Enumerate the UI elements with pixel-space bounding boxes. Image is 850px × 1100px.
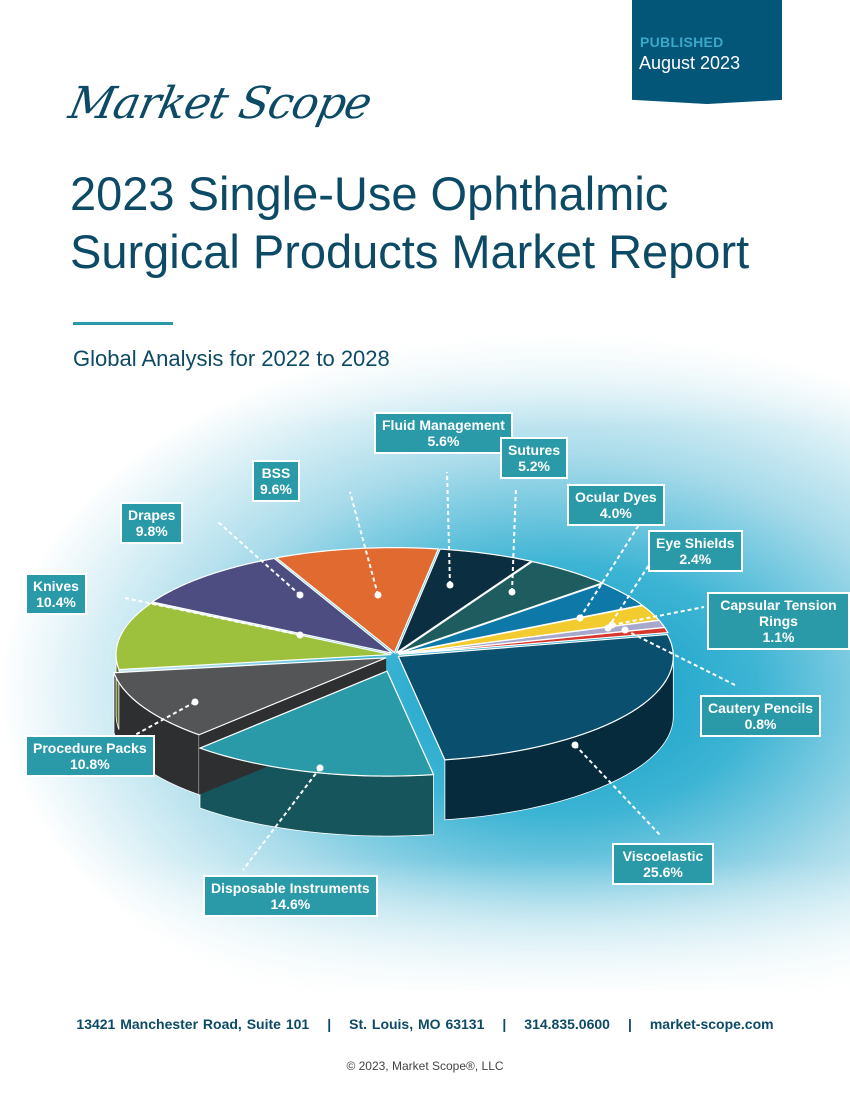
pie-slice-procedure-packs bbox=[113, 657, 387, 736]
leader-dot bbox=[446, 581, 454, 589]
slice-label-value: 25.6% bbox=[643, 864, 683, 880]
leader-line bbox=[124, 597, 301, 636]
published-ribbon bbox=[632, 0, 782, 104]
published-date: August 2023 bbox=[639, 53, 741, 73]
slice-label-name: Cautery Pencils bbox=[708, 700, 814, 716]
slice-label: Viscoelastic 25.6% bbox=[612, 843, 714, 885]
slice-label-name: Viscoelastic bbox=[622, 848, 704, 864]
slice-label-value: 9.6% bbox=[260, 481, 292, 497]
leader-line bbox=[349, 491, 379, 596]
slice-label-value: 5.2% bbox=[518, 458, 551, 474]
slice-label-value: 1.1% bbox=[762, 629, 795, 645]
leader-line bbox=[511, 486, 517, 593]
footer-address: 13421 Manchester Road, Suite 101 bbox=[76, 1016, 310, 1032]
slice-label: Capsular Tension Rings 1.1% bbox=[707, 592, 850, 650]
leader-line bbox=[217, 521, 301, 596]
slice-label-name: Drapes bbox=[128, 507, 176, 523]
leader-dot bbox=[191, 698, 199, 706]
pie-slice-cautery-pencils bbox=[398, 626, 669, 656]
footer-separator: | bbox=[327, 1016, 332, 1032]
slice-label: Cautery Pencils 0.8% bbox=[700, 695, 822, 737]
pie-slice-bss bbox=[274, 547, 440, 654]
slice-label: Drapes 9.8% bbox=[120, 502, 184, 544]
pie-slice-capsular-tension-rings bbox=[398, 619, 666, 655]
slice-label-value: 10.4% bbox=[36, 594, 76, 610]
slice-label-name: BSS bbox=[261, 465, 291, 481]
slice-label-name: Ocular Dyes bbox=[575, 489, 657, 505]
leader-dot bbox=[576, 614, 584, 622]
pie-slice-drapes bbox=[150, 557, 393, 654]
pie-chart bbox=[113, 471, 705, 871]
slice-label: Disposable Instruments 14.6% bbox=[203, 875, 378, 917]
slice-label-value: 9.8% bbox=[135, 523, 168, 539]
leader-line bbox=[611, 606, 705, 626]
slice-label-name: Procedure Packs bbox=[33, 740, 147, 756]
pie-slice-sutures bbox=[397, 560, 604, 654]
footer-separator: | bbox=[502, 1016, 507, 1032]
leader-line bbox=[134, 701, 196, 736]
leader-dot bbox=[621, 626, 629, 634]
slice-label: Sutures 5.2% bbox=[500, 437, 569, 479]
report-subtitle: Global Analysis for 2022 to 2028 bbox=[73, 346, 390, 371]
leader-line bbox=[446, 471, 451, 586]
leader-dot bbox=[508, 588, 516, 596]
slice-label: Fluid Management 5.6% bbox=[374, 412, 513, 454]
slice-label-value: 10.8% bbox=[69, 756, 110, 772]
leader-line bbox=[242, 767, 321, 871]
footer-city: St. Louis, MO 63131 bbox=[349, 1016, 485, 1032]
pie-slice-eye-shields bbox=[398, 604, 661, 655]
footer-phone: 314.835.0600 bbox=[524, 1016, 610, 1032]
slice-label-name: Sutures bbox=[508, 442, 561, 458]
leader-dot bbox=[316, 764, 324, 772]
footer-website-link[interactable]: market-scope.com bbox=[649, 1016, 774, 1032]
slice-label-name: Disposable Instruments bbox=[211, 880, 370, 896]
slice-label-value: 2.4% bbox=[679, 551, 712, 567]
pie-slice-fluid-management bbox=[394, 548, 533, 655]
copyright: © 2023, Market Scope®, LLC bbox=[346, 1059, 504, 1073]
slice-label-value: 0.8% bbox=[744, 716, 777, 732]
slice-label-name: Eye Shields bbox=[656, 535, 735, 551]
slice-label: Procedure Packs 10.8% bbox=[25, 735, 155, 777]
leader-dot bbox=[296, 631, 304, 639]
slice-label-value: 5.6% bbox=[427, 433, 460, 449]
slice-label: BSS 9.6% bbox=[252, 460, 300, 502]
footer-contact: 13421 Manchester Road, Suite 101 | St. Lou… bbox=[0, 1016, 850, 1032]
title-divider bbox=[73, 322, 173, 325]
leader-dot bbox=[296, 591, 304, 599]
pie-slice-knives bbox=[115, 602, 392, 671]
footer-separator: | bbox=[627, 1016, 632, 1032]
leader-dot bbox=[571, 741, 579, 749]
slice-label: Knives 10.4% bbox=[25, 573, 87, 615]
slice-label-name: Knives bbox=[33, 578, 79, 594]
published-label: PUBLISHED bbox=[640, 34, 724, 50]
leader-line bbox=[579, 519, 643, 619]
slice-label-value: 4.0% bbox=[599, 505, 632, 521]
pie-slice-disposable-instruments bbox=[198, 670, 435, 777]
slice-label-name: Capsular Tension Rings bbox=[720, 597, 837, 629]
leader-dot bbox=[374, 591, 382, 599]
slice-label-value: 14.6% bbox=[270, 896, 311, 912]
pie-slice-ocular-dyes bbox=[398, 582, 644, 655]
pie-slice-viscoelastic bbox=[397, 633, 674, 761]
slice-label: Eye Shields 2.4% bbox=[648, 530, 743, 572]
report-title: 2023 Single-Use Ophthalmic Surgical Prod… bbox=[70, 167, 750, 278]
slice-label-name: Fluid Management bbox=[382, 417, 505, 433]
leader-dot bbox=[608, 621, 616, 629]
slice-label: Ocular Dyes 4.0% bbox=[567, 484, 665, 526]
